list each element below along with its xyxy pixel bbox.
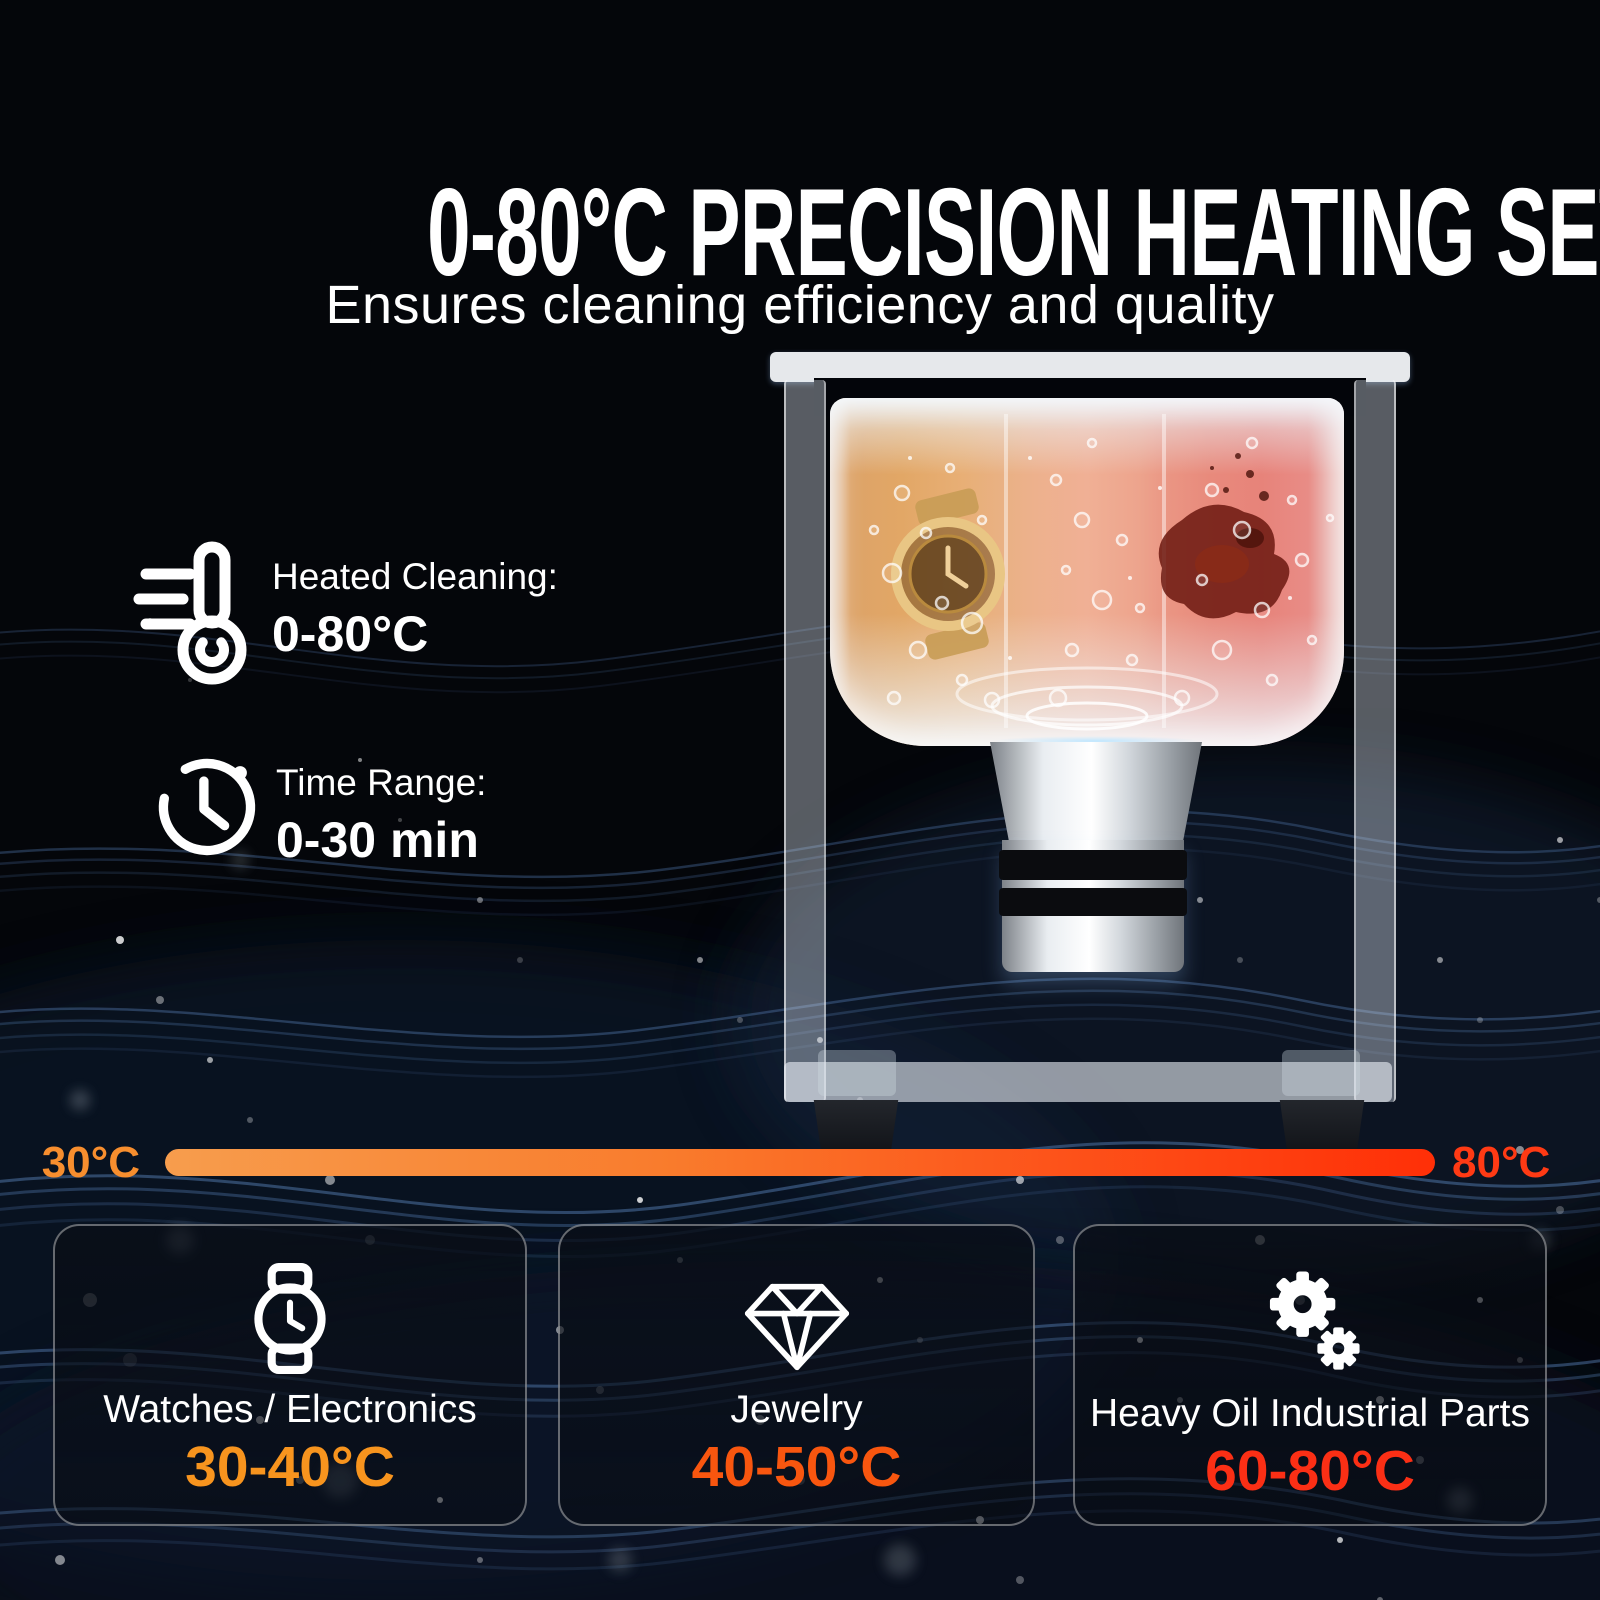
transducer-cone [990, 742, 1202, 842]
heated-cleaning-label: Heated Cleaning: [272, 556, 558, 597]
clock-icon [158, 758, 256, 856]
transducer-band-bottom [999, 888, 1187, 916]
foot-mount-left [818, 1050, 896, 1096]
gears-icon [1269, 1271, 1360, 1370]
heated-cleaning-value: 0-80°C [272, 606, 429, 662]
bubbles [868, 436, 1335, 709]
card-heavy-oil-parts: Heavy Oil Industrial Parts 60-80°C [1073, 1224, 1547, 1526]
card-jewelry: Jewelry 40-50°C [558, 1224, 1035, 1526]
card-temperature-range: 30-40°C [185, 1435, 395, 1499]
micro-bubbles [908, 456, 1292, 660]
glass-frame-left [784, 380, 826, 1102]
diamond-icon [744, 1283, 849, 1371]
time-range-label: Time Range: [276, 762, 487, 803]
temp-min-label: 30°C [41, 1138, 140, 1187]
cleaner-top-rim [770, 352, 1410, 382]
card-label: Watches / Electronics [103, 1388, 477, 1431]
card-label: Jewelry [730, 1388, 863, 1431]
ultrasonic-cleaner-illustration [770, 350, 1415, 1180]
tank-contents [868, 414, 1335, 731]
foot-mount-right [1282, 1050, 1360, 1096]
dirty-part-in-tank [1158, 453, 1290, 619]
page-subtitle: Ensures cleaning efficiency and quality [325, 275, 1275, 335]
transducer-band-top [999, 850, 1187, 880]
glass-frame-bottom [784, 1062, 1392, 1102]
card-label: Heavy Oil Industrial Parts [1090, 1392, 1530, 1435]
time-range-spec: Time Range: 0-30 min [276, 762, 486, 869]
card-temperature-range: 40-50°C [691, 1435, 902, 1499]
card-temperature-range: 60-80°C [1205, 1439, 1415, 1503]
temp-max-label: 80°C [1452, 1138, 1551, 1187]
transducer-glow [992, 736, 1200, 746]
heated-cleaning-spec: Heated Cleaning: 0-80°C [272, 556, 558, 663]
thermometer-icon [133, 541, 247, 685]
watch-icon [254, 1263, 326, 1374]
ultrasonic-rings [955, 666, 1219, 731]
temperature-gradient-bar [165, 1149, 1435, 1176]
watch-in-tank [891, 488, 1005, 660]
time-range-value: 0-30 min [276, 812, 479, 868]
glass-frame-right [1354, 380, 1396, 1102]
page-title: 0-80°C PRECISION HEATING SETTINGS [427, 164, 1600, 303]
card-watches-electronics: Watches / Electronics 30-40°C [53, 1224, 527, 1526]
